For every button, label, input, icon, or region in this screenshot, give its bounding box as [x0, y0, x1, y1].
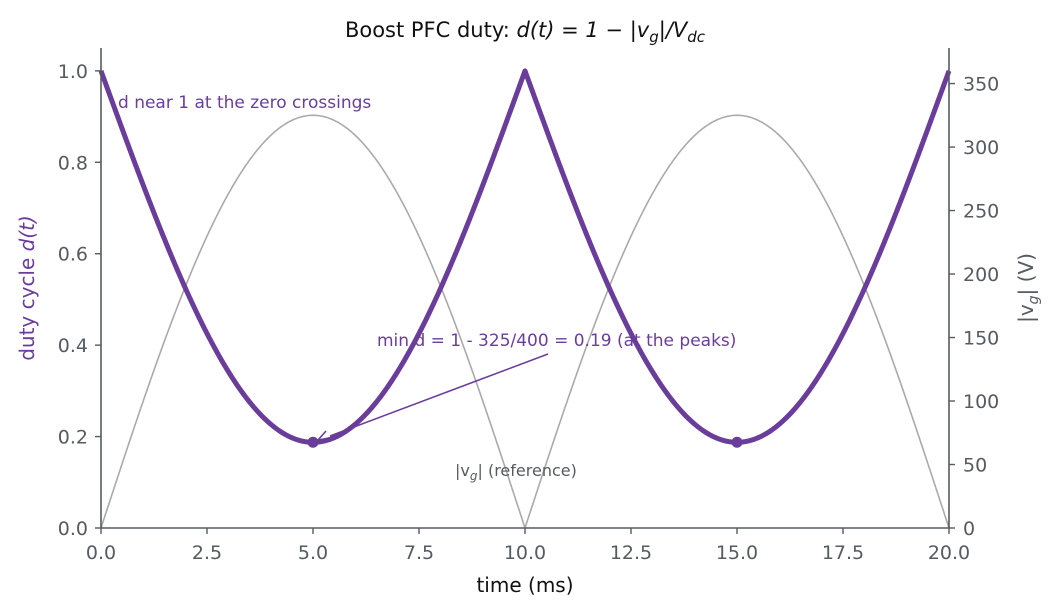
y-right-axis-title: |vg| (V)	[1014, 253, 1042, 323]
x-axis-title: time (ms)	[476, 573, 573, 597]
min-duty-markers	[307, 436, 743, 448]
x-tick-label: 17.5	[822, 542, 864, 564]
y-left-tick-label: 0.2	[58, 427, 88, 449]
x-tick-label: 5.0	[298, 542, 328, 564]
y-left-axis-title: duty cycle d(t)	[15, 215, 39, 361]
x-tick-label: 2.5	[192, 542, 222, 564]
y-right-ticks: 0 50 100 150 200 250 300 350	[949, 74, 999, 540]
axes: 0.0 2.5 5.0 7.5 10.0 12.5 15.0 17.5 20.0 0.00.20…	[58, 48, 999, 564]
duty-series-line	[98, 68, 952, 445]
reference-label: |vg| (reference)	[455, 461, 577, 483]
y-left-tick-label: 0.0	[58, 518, 88, 540]
x-tick-label: 15.0	[716, 542, 758, 564]
min-duty-marker	[307, 436, 319, 448]
y-left-tick-label: 0.8	[58, 152, 88, 174]
y-left-ticks: 0.0 0.2 0.4 0.6 0.8 1.0	[58, 61, 101, 540]
min-duty-annotation: min d = 1 - 325/400 = 0.19 (at the peaks…	[377, 331, 736, 351]
x-tick-label: 20.0	[928, 542, 970, 564]
x-tick-label: 10.0	[504, 542, 546, 564]
y-left-tick-label: 1.0	[58, 61, 88, 83]
y-right-tick-label: 0	[963, 518, 975, 540]
min-duty-arrow-head	[317, 430, 330, 441]
x-tick-label: 7.5	[404, 542, 434, 564]
y-right-tick-label: 100	[963, 391, 999, 413]
y-left-tick-label: 0.4	[58, 335, 88, 357]
y-left-tick-label: 0.6	[58, 244, 88, 266]
x-tick-label: 12.5	[610, 542, 652, 564]
chart-title: Boost PFC duty: d(t) = 1 − |vg|/Vdc	[345, 18, 706, 46]
y-right-tick-label: 300	[963, 137, 999, 159]
x-tick-label: 0.0	[86, 542, 116, 564]
x-ticks: 0.0 2.5 5.0 7.5 10.0 12.5 15.0 17.5 20.0	[86, 528, 970, 564]
min-duty-arrow-line	[329, 353, 549, 437]
min-duty-marker	[731, 436, 743, 448]
zero-crossing-annotation: d near 1 at the zero crossings	[118, 93, 371, 113]
y-right-tick-label: 50	[963, 455, 987, 477]
y-right-tick-label: 200	[963, 264, 999, 286]
y-right-tick-label: 250	[963, 201, 999, 223]
y-right-tick-label: 350	[963, 74, 999, 96]
plot-area	[98, 68, 952, 531]
y-right-tick-label: 150	[963, 328, 999, 350]
